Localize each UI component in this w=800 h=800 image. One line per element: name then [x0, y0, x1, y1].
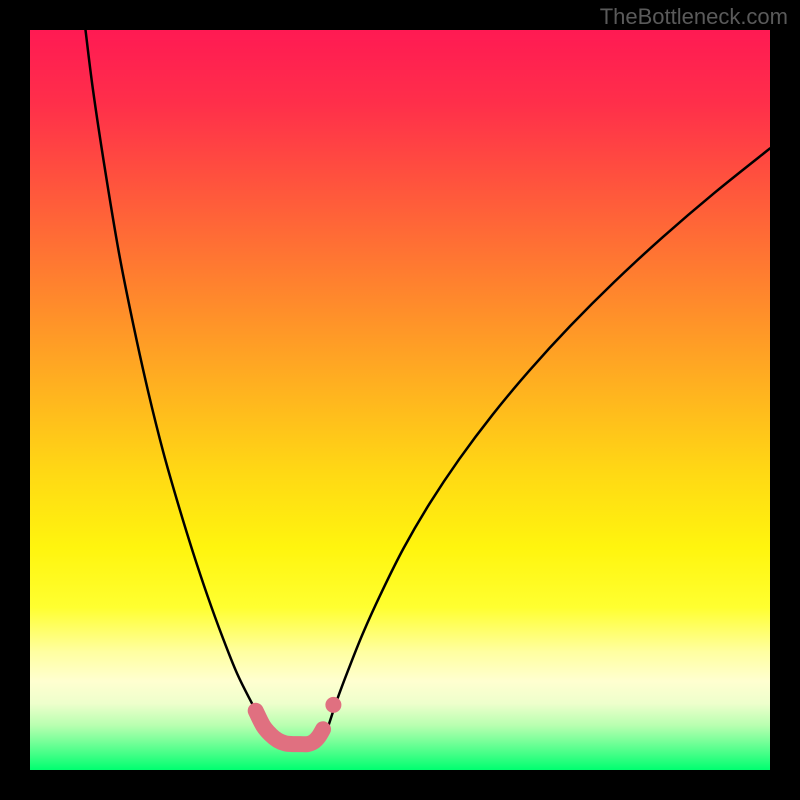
bottom-dot [325, 697, 341, 713]
gradient-background [30, 30, 770, 770]
chart-svg [30, 30, 770, 770]
plot-area [30, 30, 770, 770]
watermark-text: TheBottleneck.com [600, 4, 788, 30]
chart-container: TheBottleneck.com [0, 0, 800, 800]
